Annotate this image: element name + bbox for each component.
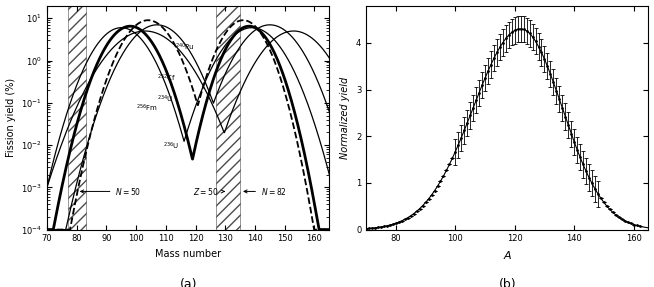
- Text: $N = 50$: $N = 50$: [80, 186, 142, 197]
- Bar: [216, 5, 240, 230]
- Text: $^{234}$U: $^{234}$U: [157, 94, 173, 105]
- Text: $^{252}$Cf: $^{252}$Cf: [157, 73, 176, 84]
- Text: (b): (b): [498, 278, 516, 287]
- Text: $^{236}$U: $^{236}$U: [163, 140, 179, 152]
- Text: (a): (a): [179, 278, 197, 287]
- Text: $^{240}$Pu: $^{240}$Pu: [175, 42, 194, 53]
- Bar: [68, 5, 86, 230]
- Text: $Z = 50$: $Z = 50$: [193, 186, 224, 197]
- Y-axis label: Normalized yield: Normalized yield: [341, 76, 351, 159]
- X-axis label: $A$: $A$: [503, 249, 512, 261]
- Text: $^{256}$Fm: $^{256}$Fm: [136, 102, 158, 114]
- Y-axis label: Fission yield (%): Fission yield (%): [5, 78, 16, 157]
- Text: $N = 82$: $N = 82$: [244, 186, 287, 197]
- X-axis label: Mass number: Mass number: [155, 249, 221, 259]
